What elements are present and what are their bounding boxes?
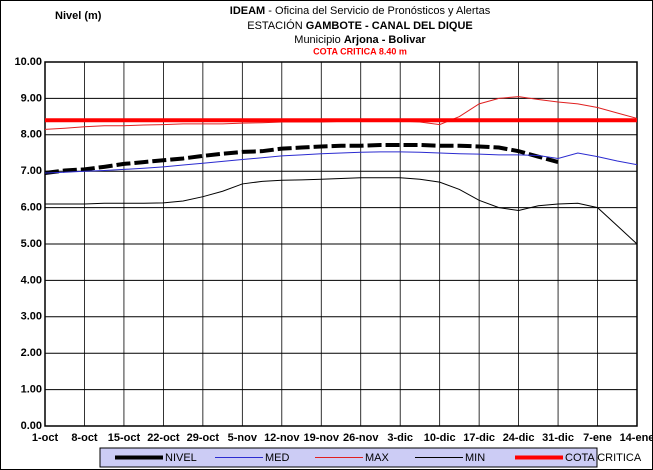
y-tick-label: 10.00 — [14, 56, 42, 68]
title-line: IDEAM - Oficina del Servicio de Pronósti… — [230, 5, 491, 17]
series-line — [44, 151, 638, 174]
title-part: GAMBOTE - CANAL DEL DIQUE — [306, 20, 473, 32]
y-tick-label: 2.00 — [21, 347, 42, 359]
y-tick-label: 6.00 — [21, 202, 42, 214]
y-tick-label: 5.00 — [21, 238, 42, 250]
x-tick-label: 8-oct — [71, 432, 98, 444]
series-line — [45, 177, 638, 245]
x-tick-label: 17-dic — [463, 432, 495, 444]
legend-label: COTA CRITICA — [565, 452, 642, 464]
title-part: - Oficina del Servicio de Pronósticos y … — [265, 5, 490, 17]
y-tick-label: 0.00 — [21, 420, 42, 432]
title-part: Municipio — [294, 34, 344, 46]
title-line: ESTACIÓN GAMBOTE - CANAL DEL DIQUE — [247, 19, 473, 32]
x-tick-label: 1-oct — [32, 432, 59, 444]
y-tick-label: 8.00 — [21, 129, 42, 141]
x-tick-label: 3-dic — [387, 432, 413, 444]
y-tick-label: 9.00 — [21, 92, 42, 104]
y-tick-label: 7.00 — [21, 165, 42, 177]
x-tick-label: 5-nov — [228, 432, 258, 444]
x-tick-label: 7-ene — [583, 432, 612, 444]
x-tick-label: 26-nov — [343, 432, 379, 444]
title-part: Arjona - Bolivar — [344, 34, 427, 46]
title-part: IDEAM — [230, 5, 265, 17]
y-tick-label: 4.00 — [21, 274, 42, 286]
legend-label: MED — [265, 452, 290, 464]
x-tick-label: 24-dic — [503, 432, 535, 444]
x-tick-label: 22-oct — [147, 432, 180, 444]
legend-label: MAX — [365, 452, 390, 464]
series-line — [44, 142, 559, 176]
x-tick-label: 12-nov — [264, 432, 300, 444]
title-part: ESTACIÓN — [247, 19, 305, 32]
x-tick-label: 10-dic — [424, 432, 456, 444]
y-tick-label: 3.00 — [21, 311, 42, 323]
x-tick-label: 19-nov — [304, 432, 340, 444]
x-tick-label: 15-oct — [108, 432, 141, 444]
legend-label: NIVEL — [165, 452, 197, 464]
legend-label: MIN — [465, 452, 485, 464]
x-tick-label: 31-dic — [542, 432, 574, 444]
x-tick-label: 29-oct — [187, 432, 220, 444]
y-axis-label: Nivel (m) — [55, 10, 102, 22]
title-line: Municipio Arjona - Bolivar — [294, 34, 426, 46]
subtitle: COTA CRITICA 8.40 m — [313, 46, 407, 56]
x-tick-label: 14-ene — [620, 432, 653, 444]
y-tick-label: 1.00 — [21, 384, 42, 396]
